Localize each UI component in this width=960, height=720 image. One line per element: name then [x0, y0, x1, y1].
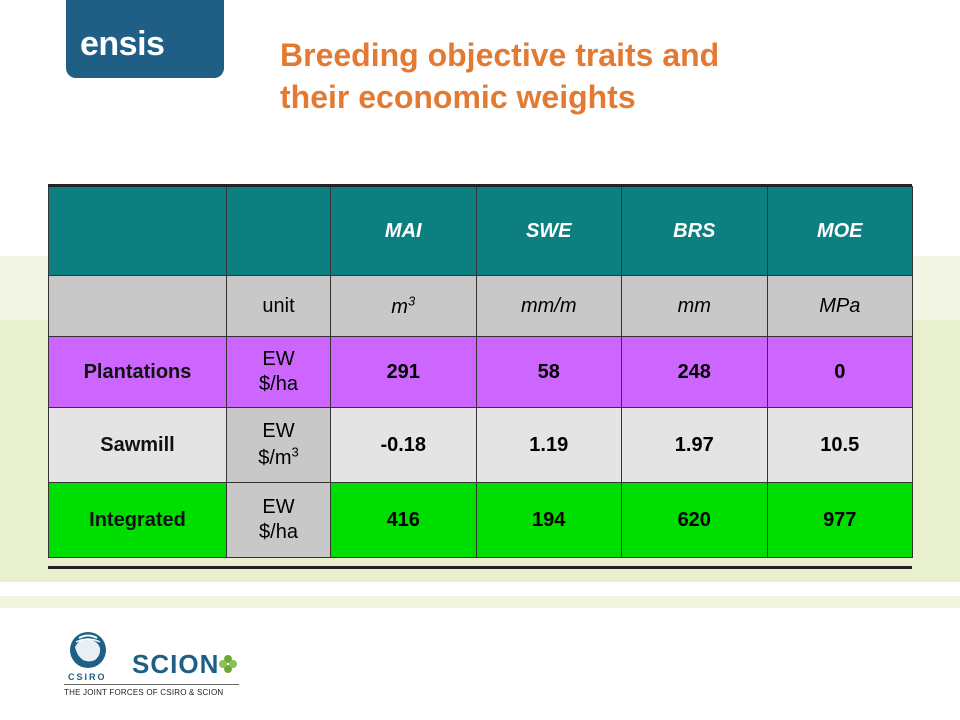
scion-leaf-icon — [219, 655, 237, 673]
header-cell-moe: MOE — [766, 186, 913, 276]
ew-label: EW — [262, 496, 295, 518]
table-row-sawmill: Sawmill EW $/m3 -0.18 1.19 1.97 10.5 — [48, 407, 913, 483]
economic-weights-table: MAI SWE BRS MOE unit m3 mm/m mm MPa Plan… — [48, 186, 913, 558]
ew-cell: EW $/ha — [226, 336, 331, 408]
header-cell — [48, 186, 227, 276]
header-cell-swe: SWE — [475, 186, 622, 276]
ensis-logo-text: ensis — [80, 25, 165, 63]
unit-row: unit m3 mm/m mm MPa — [48, 275, 913, 337]
value-cell: -0.18 — [330, 407, 477, 483]
table-row-plantations: Plantations EW $/ha 291 58 248 0 — [48, 336, 913, 408]
slide-title: Breeding objective traits and their econ… — [280, 34, 900, 118]
value-cell: 194 — [475, 482, 622, 558]
value-cell: 291 — [330, 336, 477, 408]
value-cell: 416 — [330, 482, 477, 558]
header-cell — [226, 186, 331, 276]
row-label-sawmill: Sawmill — [48, 407, 227, 483]
table-row-integrated: Integrated EW $/ha 416 194 620 977 — [48, 482, 913, 558]
ew-cell: EW $/m3 — [226, 407, 331, 483]
ew-unit: $/ha — [259, 521, 298, 543]
title-line-2: their economic weights — [280, 79, 636, 116]
unit-label: unit — [226, 275, 331, 337]
unit-cell: m3 — [330, 275, 477, 337]
value-cell: 58 — [475, 336, 622, 408]
scion-logo: SCION — [132, 649, 220, 679]
header-cell-mai: MAI — [330, 186, 477, 276]
row-label-integrated: Integrated — [48, 482, 227, 558]
table-bottom-border — [48, 566, 912, 569]
footer-divider — [64, 684, 239, 685]
table-header-row: MAI SWE BRS MOE — [48, 186, 913, 276]
unit-exponent: 3 — [291, 444, 299, 460]
table-cell — [48, 275, 227, 337]
header-cell-brs: BRS — [621, 186, 768, 276]
value-cell: 1.19 — [475, 407, 622, 483]
unit-cell: mm/m — [475, 275, 622, 337]
table-top-border — [48, 184, 912, 187]
value-cell: 977 — [766, 482, 913, 558]
row-label-plantations: Plantations — [48, 336, 227, 408]
unit-cell: MPa — [766, 275, 913, 337]
value-cell: 10.5 — [766, 407, 913, 483]
unit-cell: mm — [621, 275, 768, 337]
value-cell: 0 — [766, 336, 913, 408]
unit-exponent: 3 — [407, 293, 416, 309]
title-line-1: Breeding objective traits and — [280, 37, 720, 73]
ew-unit: $/m3 — [258, 444, 299, 469]
value-cell: 1.97 — [621, 407, 768, 483]
ew-label: EW — [262, 420, 295, 443]
background-band — [0, 596, 960, 608]
ensis-logo: ensis — [66, 0, 224, 78]
csiro-logo-text: CSIRO — [68, 672, 107, 682]
csiro-logo: CSIRO — [68, 632, 107, 682]
value-cell: 248 — [621, 336, 768, 408]
ew-cell: EW $/ha — [226, 482, 331, 558]
unit-m3: m3 — [391, 293, 416, 318]
value-cell: 620 — [621, 482, 768, 558]
ew-unit: $/ha — [259, 373, 298, 395]
footer-tagline: THE JOINT FORCES OF CSIRO & SCION — [64, 688, 224, 697]
ew-label: EW — [262, 348, 295, 370]
